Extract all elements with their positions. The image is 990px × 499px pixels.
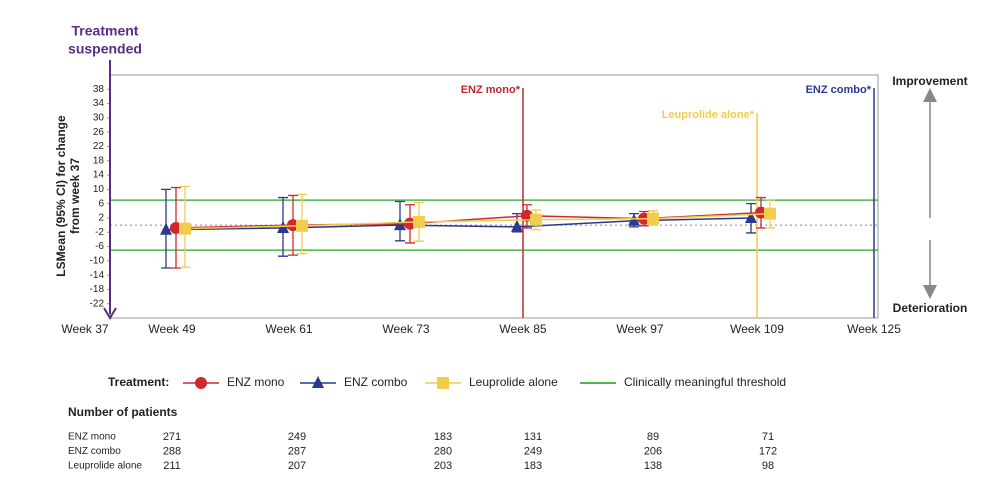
marker xyxy=(511,219,523,232)
series-line xyxy=(184,212,771,230)
y-tick-label: -2 xyxy=(95,227,104,238)
y-tick-label: 6 xyxy=(98,198,104,209)
y-tick-label: 38 xyxy=(93,84,105,95)
event-label: ENZ mono* xyxy=(461,84,521,96)
event-label: Leuprolide alone* xyxy=(662,109,755,121)
legend-label: ENZ mono xyxy=(227,375,285,389)
cell: 203 xyxy=(434,460,452,472)
cell: 207 xyxy=(288,460,306,472)
y-tick-label: 22 xyxy=(93,141,105,152)
y-axis-label: LSMean (95% CI) for change xyxy=(54,115,68,277)
cell: 288 xyxy=(163,445,181,457)
y-tick-label: -6 xyxy=(95,241,104,252)
marker xyxy=(160,222,172,235)
y-axis-label: from week 37 xyxy=(68,158,82,234)
marker xyxy=(647,212,659,225)
marker xyxy=(437,377,449,389)
marker xyxy=(179,222,191,235)
marker xyxy=(628,213,640,226)
marker xyxy=(413,215,425,228)
cell: 71 xyxy=(762,431,774,443)
x-tick-label: Week 97 xyxy=(616,322,663,336)
cell: 183 xyxy=(434,431,452,443)
event-label: ENZ combo* xyxy=(806,84,872,96)
row-label: ENZ combo xyxy=(68,446,121,457)
row-label: ENZ mono xyxy=(68,432,116,443)
deterioration-label: Deterioration xyxy=(893,301,968,315)
cell: 138 xyxy=(644,460,662,472)
marker xyxy=(530,213,542,226)
cell: 206 xyxy=(644,445,662,457)
legend-label: Leuprolide alone xyxy=(469,375,558,389)
up-arrow-head xyxy=(923,88,937,102)
cell: 172 xyxy=(759,445,777,457)
x-tick-label: Week 49 xyxy=(148,322,195,336)
legend-label: ENZ combo xyxy=(344,375,408,389)
table-title: Number of patients xyxy=(68,405,178,419)
suspension-label: Treatment xyxy=(72,23,139,39)
y-tick-label: 2 xyxy=(98,213,104,224)
marker xyxy=(296,219,308,232)
marker xyxy=(312,376,324,388)
cell: 249 xyxy=(288,431,306,443)
cell: 249 xyxy=(524,445,542,457)
marker xyxy=(745,210,757,223)
marker xyxy=(195,377,207,389)
y-tick-label: 18 xyxy=(93,155,105,166)
cell: 271 xyxy=(163,431,181,443)
y-tick-label: 30 xyxy=(93,113,105,124)
suspension-arrow xyxy=(103,307,117,320)
suspension-label: suspended xyxy=(68,41,142,57)
cell: 211 xyxy=(163,460,181,472)
x-tick-label: Week 73 xyxy=(382,322,429,336)
down-arrow-head xyxy=(923,285,937,299)
cell: 131 xyxy=(524,431,542,443)
y-tick-label: -10 xyxy=(90,255,105,266)
y-tick-label: 34 xyxy=(93,98,105,109)
cell: 89 xyxy=(647,431,659,443)
x-tick-label: Week 125 xyxy=(847,322,901,336)
legend-title: Treatment: xyxy=(108,375,169,389)
x-tick-label: Week 61 xyxy=(265,322,312,336)
y-tick-label: 14 xyxy=(93,170,105,181)
cell: 98 xyxy=(762,460,774,472)
y-tick-label: 10 xyxy=(93,184,105,195)
cell: 183 xyxy=(524,460,542,472)
y-tick-label: -22 xyxy=(90,298,105,309)
y-tick-label: -18 xyxy=(90,284,105,295)
plot-frame xyxy=(109,74,879,319)
x-tick-label: Week 37 xyxy=(61,322,108,336)
y-tick-label: -14 xyxy=(90,270,105,281)
cell: 280 xyxy=(434,445,452,457)
marker xyxy=(764,207,776,220)
x-tick-label: Week 85 xyxy=(499,322,546,336)
legend-label: Clinically meaningful threshold xyxy=(624,375,786,389)
x-tick-label: Week 109 xyxy=(730,322,784,336)
cell: 287 xyxy=(288,445,306,457)
improvement-label: Improvement xyxy=(892,74,967,88)
y-tick-label: 26 xyxy=(93,127,105,138)
row-label: Leuprolide alone xyxy=(68,461,142,472)
